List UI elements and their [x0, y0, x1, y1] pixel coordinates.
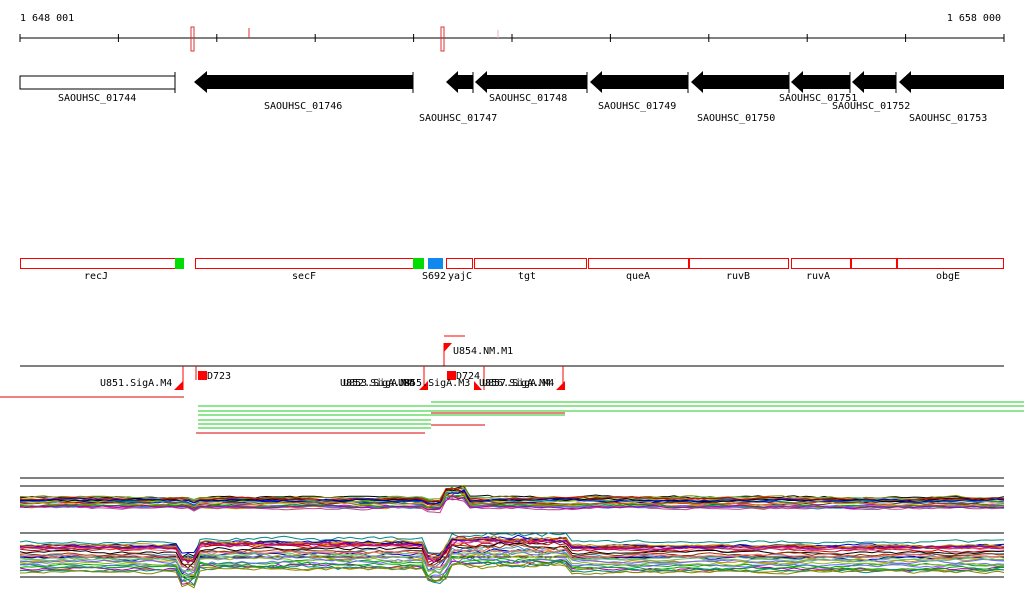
gene-label: SAOUHSC_01751 [779, 93, 857, 104]
gene-arrow[interactable] [194, 71, 413, 93]
coordinate-ruler [19, 26, 1005, 52]
gene-arrow[interactable] [791, 71, 850, 93]
expression-profile-line [19, 556, 1005, 582]
promoter-flag[interactable] [419, 381, 428, 390]
region-box[interactable] [851, 258, 897, 269]
feature-marker[interactable] [198, 371, 207, 380]
expression-profile-line [19, 553, 1005, 579]
gene-label: SAOUHSC_01748 [489, 93, 567, 104]
gene-label: SAOUHSC_01749 [598, 101, 676, 112]
ruler-marker [190, 26, 195, 52]
feature-label: U856.SigA.M4 [479, 378, 551, 389]
expression-profile-line [19, 558, 1005, 581]
feature-label: D724 [456, 371, 480, 382]
region-label: queA [626, 271, 650, 282]
region-marker-green [175, 258, 184, 269]
feature-label: U851.SigA.M4 [100, 378, 172, 389]
gene-label: SAOUHSC_01753 [909, 113, 987, 124]
ruler-start-label: 1 648 001 [20, 13, 75, 24]
region-box[interactable] [588, 258, 689, 269]
feature-label: U852.SigA.M4 [340, 378, 412, 389]
feature-label: U853.SigA.M4 [343, 378, 415, 389]
gene-label: SAOUHSC_01752 [832, 101, 910, 112]
expression-profile-line [19, 561, 1005, 589]
feature-label: U857.SigA.M4 [482, 378, 554, 389]
gene-arrow[interactable] [691, 71, 789, 93]
gene-label: SAOUHSC_01750 [697, 113, 775, 124]
region-label: recJ [84, 271, 108, 282]
expression-profile-line [19, 489, 1005, 505]
region-label: ruvB [726, 271, 750, 282]
expression-profile-line [19, 532, 1005, 559]
gene-track: SAOUHSC_01744 SAOUHSC_01746 SAOUHSC_0174… [19, 71, 1004, 124]
expression-profile-line [19, 548, 1004, 571]
feature-track: U854.NM.M1 D723 D724 U851.SigA.M4 U852.S… [0, 335, 1024, 434]
gene-block[interactable] [19, 75, 176, 90]
promoter-flag[interactable] [556, 381, 565, 390]
promoter-flag[interactable] [174, 381, 183, 390]
expression-profile-line [19, 549, 1005, 574]
feature-label: U854.NM.M1 [453, 346, 513, 357]
expression-profile-line [19, 488, 1005, 504]
expression-profile-line [19, 555, 1005, 577]
expression-track-lower [19, 532, 1005, 589]
expression-profile-line [19, 538, 1005, 563]
region-box[interactable] [20, 258, 176, 269]
expression-profile-line [19, 495, 1005, 511]
gene-arrow[interactable] [899, 71, 1004, 93]
region-marker-green [413, 258, 424, 269]
expression-track-upper [19, 477, 1005, 514]
region-box[interactable] [689, 258, 789, 269]
ruler-marker [440, 26, 445, 52]
region-label: S692 [422, 271, 446, 282]
expression-profile-line [19, 535, 1005, 561]
region-marker-blue [428, 258, 443, 269]
expression-profile-line [19, 534, 1005, 558]
region-label: tgt [518, 271, 536, 282]
expression-profile-line [19, 561, 1005, 586]
region-box[interactable] [897, 258, 1004, 269]
gene-arrow[interactable] [475, 71, 587, 93]
region-track: recJ secF S692 yajC tgt queA ruvB ruvA o… [20, 258, 1004, 282]
ruler-end-label: 1 658 000 [946, 13, 1001, 24]
promoter-flag[interactable] [444, 343, 452, 352]
gene-label: SAOUHSC_01744 [58, 93, 136, 104]
gene-arrow[interactable] [852, 71, 896, 93]
region-label: yajC [448, 271, 472, 282]
gene-arrow[interactable] [590, 71, 688, 93]
feature-label: D723 [207, 371, 231, 382]
region-box[interactable] [791, 258, 851, 269]
region-box[interactable] [195, 258, 414, 269]
region-label: ruvA [806, 271, 830, 282]
promoter-flag[interactable] [474, 381, 482, 390]
gene-label: SAOUHSC_01747 [419, 113, 497, 124]
region-label: secF [292, 271, 316, 282]
feature-marker[interactable] [447, 371, 456, 380]
region-box[interactable] [446, 258, 473, 269]
expression-profile-line [19, 550, 1005, 575]
region-label: obgE [936, 271, 960, 282]
region-box[interactable] [474, 258, 587, 269]
feature-label: U855.SigA.M3 [398, 378, 470, 389]
gene-arrow[interactable] [446, 71, 473, 93]
gene-label: SAOUHSC_01746 [264, 101, 342, 112]
expression-profile-line [19, 543, 1005, 569]
expression-profile-line [19, 492, 1005, 508]
